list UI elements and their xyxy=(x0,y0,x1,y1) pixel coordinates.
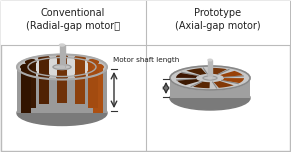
Polygon shape xyxy=(186,68,206,75)
Text: Prototype: Prototype xyxy=(194,8,242,18)
Ellipse shape xyxy=(208,59,212,61)
Ellipse shape xyxy=(57,55,67,59)
PathPatch shape xyxy=(26,62,36,108)
Ellipse shape xyxy=(17,100,107,126)
Text: (Axial-gap motor): (Axial-gap motor) xyxy=(175,21,261,31)
Ellipse shape xyxy=(21,65,31,69)
Ellipse shape xyxy=(21,65,31,69)
PathPatch shape xyxy=(75,58,85,104)
Ellipse shape xyxy=(88,70,98,74)
Ellipse shape xyxy=(28,57,96,76)
Ellipse shape xyxy=(57,55,67,59)
Ellipse shape xyxy=(75,73,85,78)
Bar xyxy=(208,60,212,78)
Ellipse shape xyxy=(26,70,36,74)
Ellipse shape xyxy=(26,70,36,74)
Ellipse shape xyxy=(170,66,250,90)
PathPatch shape xyxy=(170,78,250,98)
Polygon shape xyxy=(193,82,210,88)
PathPatch shape xyxy=(88,62,98,108)
Text: Motor shaft length: Motor shaft length xyxy=(113,57,179,63)
Ellipse shape xyxy=(59,66,65,68)
Polygon shape xyxy=(177,79,200,85)
PathPatch shape xyxy=(39,58,49,104)
Polygon shape xyxy=(210,68,227,74)
Ellipse shape xyxy=(17,55,107,79)
PathPatch shape xyxy=(21,67,31,113)
Ellipse shape xyxy=(88,60,98,64)
Ellipse shape xyxy=(88,70,98,74)
Polygon shape xyxy=(176,73,198,78)
Ellipse shape xyxy=(75,56,85,61)
Ellipse shape xyxy=(75,56,85,61)
Ellipse shape xyxy=(75,73,85,78)
Ellipse shape xyxy=(57,75,67,79)
Ellipse shape xyxy=(93,65,103,69)
PathPatch shape xyxy=(57,57,67,103)
Text: Conventional: Conventional xyxy=(41,8,105,18)
Ellipse shape xyxy=(57,75,67,79)
Ellipse shape xyxy=(170,86,250,110)
PathPatch shape xyxy=(93,67,103,113)
Bar xyxy=(1,1,290,45)
Ellipse shape xyxy=(39,73,49,78)
Ellipse shape xyxy=(39,73,49,78)
Ellipse shape xyxy=(88,60,98,64)
Polygon shape xyxy=(214,81,234,88)
Polygon shape xyxy=(220,71,243,77)
PathPatch shape xyxy=(17,67,107,113)
Ellipse shape xyxy=(203,76,217,80)
Ellipse shape xyxy=(39,56,49,61)
Ellipse shape xyxy=(26,60,36,64)
Ellipse shape xyxy=(53,64,71,69)
Ellipse shape xyxy=(208,77,212,79)
Text: (Radial-gap motor）: (Radial-gap motor） xyxy=(26,21,120,31)
Polygon shape xyxy=(222,78,244,83)
Ellipse shape xyxy=(93,65,103,69)
Bar xyxy=(59,45,65,67)
Ellipse shape xyxy=(59,44,65,46)
Ellipse shape xyxy=(26,60,36,64)
Ellipse shape xyxy=(39,56,49,61)
